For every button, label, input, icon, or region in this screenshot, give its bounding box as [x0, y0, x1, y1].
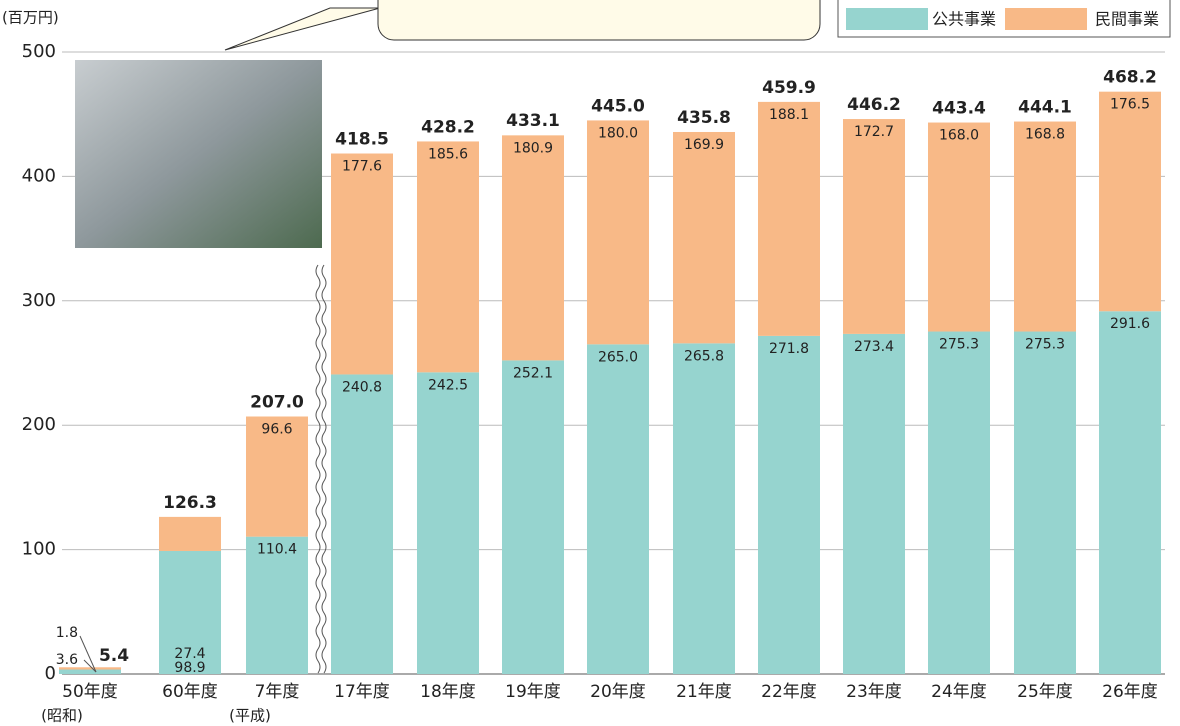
- legend-swatch: [846, 8, 928, 30]
- segment-label: 240.8: [342, 379, 382, 395]
- total-label: 444.1: [1018, 98, 1072, 118]
- segment-label: 275.3: [1025, 337, 1065, 353]
- total-label: 428.2: [421, 117, 475, 137]
- segment-label: 27.4: [174, 646, 205, 662]
- segment-label: 1.8: [56, 625, 78, 641]
- x-tick-label: 23年度: [846, 682, 902, 702]
- bar-segment: [1014, 122, 1076, 332]
- segment-label: 96.6: [261, 421, 292, 437]
- legend-label: 民間事業: [1095, 10, 1159, 29]
- callout-tail: [225, 8, 380, 50]
- bar-segment: [928, 123, 990, 332]
- photo: [75, 60, 322, 248]
- total-label: 443.4: [932, 98, 986, 118]
- bar-segment: [331, 374, 393, 674]
- total-label: 126.3: [163, 493, 217, 513]
- bar-segment: [928, 332, 990, 674]
- x-tick-label: 26年度: [1102, 682, 1158, 702]
- bar-segment: [59, 670, 121, 674]
- total-label: 446.2: [847, 95, 901, 115]
- total-label: 5.4: [99, 646, 129, 666]
- x-tick-label: 22年度: [761, 682, 817, 702]
- bar-segment: [843, 119, 905, 334]
- segment-label: 265.8: [684, 348, 724, 364]
- bar-segment: [843, 334, 905, 674]
- total-label: 418.5: [335, 129, 389, 149]
- axis-break: [316, 265, 320, 673]
- era-label: (平成): [229, 707, 271, 725]
- segment-label: 3.6: [56, 652, 78, 668]
- bar-segment: [1014, 332, 1076, 674]
- x-tick-label: 60年度: [162, 682, 218, 702]
- total-label: 433.1: [506, 111, 560, 131]
- bar-segment: [417, 372, 479, 674]
- bar-segment: [758, 336, 820, 674]
- segment-label: 185.6: [428, 146, 468, 162]
- bar-segment: [587, 120, 649, 344]
- segment-label: 110.4: [257, 542, 297, 558]
- y-axis-label: (百万円): [2, 9, 59, 27]
- x-tick-label: 24年度: [931, 682, 987, 702]
- total-label: 468.2: [1103, 68, 1157, 88]
- segment-label: 168.0: [939, 128, 979, 144]
- segment-label: 275.3: [939, 337, 979, 353]
- chart: 0 100 200 300 400 500 (百万円) 3.6 1.8 5.4 50年度 98.9…: [0, 0, 1180, 726]
- segment-label: 169.9: [684, 137, 724, 153]
- segment-label: 98.9: [174, 660, 205, 676]
- bar-segment: [417, 141, 479, 372]
- y-tick-label: 300: [22, 290, 56, 311]
- x-tick-label: 17年度: [334, 682, 390, 702]
- bar-segment: [673, 132, 735, 343]
- segment-label: 168.8: [1025, 127, 1065, 143]
- bar-segment: [502, 360, 564, 674]
- callout-bubble: [378, 0, 820, 40]
- segment-label: 176.5: [1110, 97, 1150, 113]
- era-label: (昭和): [41, 707, 83, 725]
- total-label: 207.0: [250, 392, 304, 412]
- segment-label: 172.7: [854, 124, 894, 140]
- bar-segment: [502, 135, 564, 360]
- segment-label: 291.6: [1110, 316, 1150, 332]
- total-label: 445.0: [591, 96, 645, 116]
- y-tick-label: 0: [45, 663, 56, 684]
- segment-label: 180.9: [513, 140, 553, 156]
- total-label: 435.8: [677, 108, 731, 128]
- segment-label: 273.4: [854, 339, 894, 355]
- segment-label: 252.1: [513, 365, 553, 381]
- bar-segment: [159, 517, 221, 551]
- axis-break: [322, 265, 326, 673]
- segment-label: 180.0: [598, 125, 638, 141]
- x-tick-label: 7年度: [255, 682, 300, 702]
- bar-segment: [758, 102, 820, 336]
- y-tick-label: 200: [22, 414, 56, 435]
- y-tick-label: 100: [22, 539, 56, 560]
- x-tick-label: 25年度: [1017, 682, 1073, 702]
- y-tick-label: 500: [22, 41, 56, 62]
- segment-label: 177.6: [342, 159, 382, 175]
- bar-segment: [1099, 311, 1161, 674]
- legend-label: 公共事業: [932, 10, 996, 29]
- segment-label: 271.8: [769, 341, 809, 357]
- legend-swatch: [1005, 8, 1087, 30]
- x-tick-label: 18年度: [420, 682, 476, 702]
- bar-segment: [673, 343, 735, 674]
- segment-label: 242.5: [428, 377, 468, 393]
- label-leader: [80, 636, 96, 672]
- segment-label: 188.1: [769, 107, 809, 123]
- x-tick-label: 19年度: [505, 682, 561, 702]
- bar-segment: [331, 154, 393, 375]
- x-tick-label: 21年度: [676, 682, 732, 702]
- x-tick-label: 20年度: [590, 682, 646, 702]
- segment-label: 265.0: [598, 349, 638, 365]
- y-tick-label: 400: [22, 165, 56, 186]
- bar-segment: [587, 344, 649, 674]
- x-tick-label: 50年度: [62, 682, 118, 702]
- bar-segment: [1099, 92, 1161, 312]
- total-label: 459.9: [762, 78, 816, 98]
